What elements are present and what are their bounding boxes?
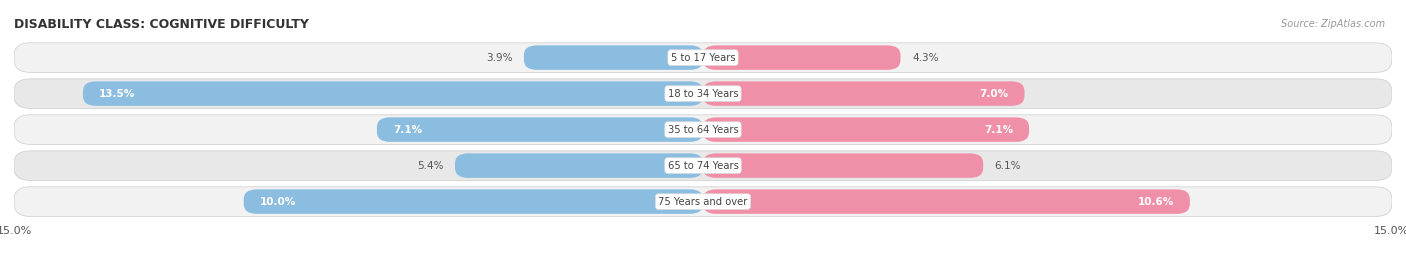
Text: 7.0%: 7.0% <box>980 89 1008 99</box>
Text: 7.1%: 7.1% <box>984 124 1012 135</box>
FancyBboxPatch shape <box>14 43 1392 72</box>
Text: 5.4%: 5.4% <box>418 161 443 171</box>
Text: 65 to 74 Years: 65 to 74 Years <box>668 161 738 171</box>
FancyBboxPatch shape <box>377 117 703 142</box>
FancyBboxPatch shape <box>524 45 703 70</box>
FancyBboxPatch shape <box>703 117 1029 142</box>
FancyBboxPatch shape <box>14 115 1392 144</box>
Text: 10.0%: 10.0% <box>260 197 297 207</box>
Text: 18 to 34 Years: 18 to 34 Years <box>668 89 738 99</box>
Text: 6.1%: 6.1% <box>994 161 1021 171</box>
FancyBboxPatch shape <box>703 81 1025 106</box>
FancyBboxPatch shape <box>83 81 703 106</box>
FancyBboxPatch shape <box>456 153 703 178</box>
Text: 3.9%: 3.9% <box>486 53 512 63</box>
Text: Source: ZipAtlas.com: Source: ZipAtlas.com <box>1281 19 1385 29</box>
Text: 7.1%: 7.1% <box>392 124 422 135</box>
Text: 10.6%: 10.6% <box>1137 197 1174 207</box>
Text: 13.5%: 13.5% <box>98 89 135 99</box>
Text: 5 to 17 Years: 5 to 17 Years <box>671 53 735 63</box>
Text: 75 Years and over: 75 Years and over <box>658 197 748 207</box>
FancyBboxPatch shape <box>14 187 1392 216</box>
FancyBboxPatch shape <box>703 153 983 178</box>
Text: 4.3%: 4.3% <box>912 53 938 63</box>
Text: 35 to 64 Years: 35 to 64 Years <box>668 124 738 135</box>
FancyBboxPatch shape <box>243 189 703 214</box>
Text: DISABILITY CLASS: COGNITIVE DIFFICULTY: DISABILITY CLASS: COGNITIVE DIFFICULTY <box>14 18 309 31</box>
FancyBboxPatch shape <box>703 189 1189 214</box>
FancyBboxPatch shape <box>14 151 1392 180</box>
FancyBboxPatch shape <box>14 79 1392 108</box>
FancyBboxPatch shape <box>703 45 900 70</box>
